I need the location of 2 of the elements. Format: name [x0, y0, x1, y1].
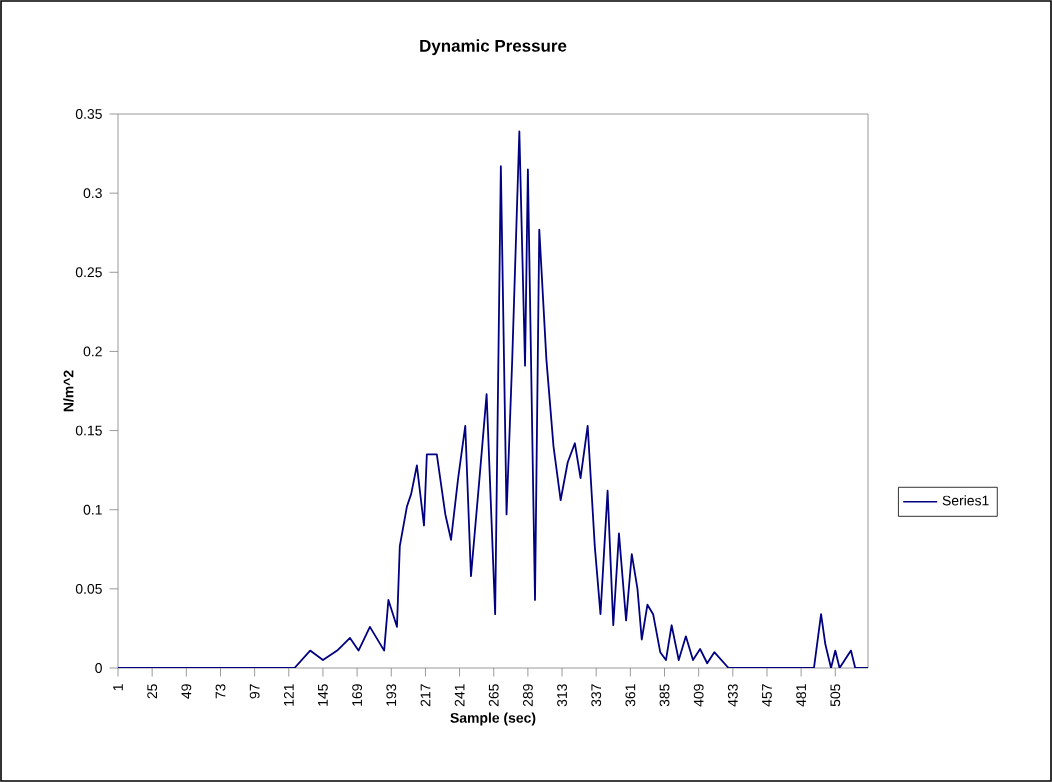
line-series	[118, 130, 869, 668]
chart-title: Dynamic Pressure	[420, 39, 567, 56]
